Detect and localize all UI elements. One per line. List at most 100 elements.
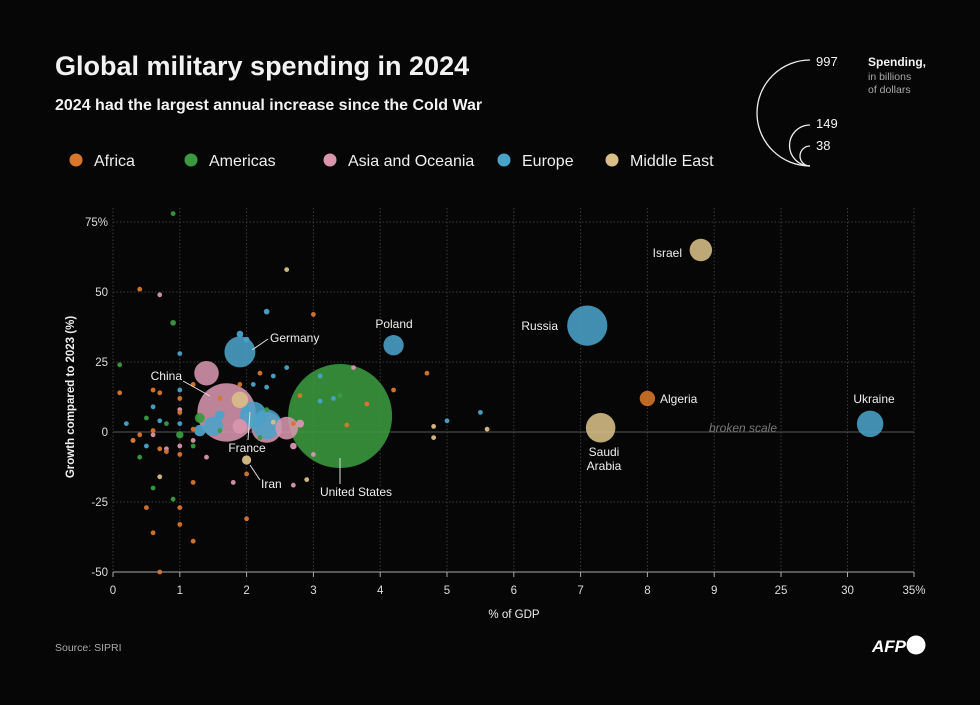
bubble[interactable] — [190, 480, 196, 485]
bubble[interactable] — [244, 471, 250, 477]
bubble[interactable] — [170, 496, 176, 502]
bubble-saudi-arabia[interactable] — [585, 413, 616, 443]
bubble[interactable] — [150, 432, 156, 438]
bubble[interactable] — [204, 454, 209, 460]
bubble[interactable] — [275, 416, 299, 440]
bubble[interactable] — [144, 505, 149, 510]
bubble[interactable] — [157, 292, 163, 298]
bubble[interactable] — [150, 485, 156, 491]
bubble[interactable] — [157, 390, 163, 396]
bubble[interactable] — [150, 404, 156, 410]
bubble[interactable] — [243, 336, 250, 343]
bubble[interactable] — [144, 443, 149, 449]
bubble-algeria[interactable] — [639, 390, 656, 407]
bubble[interactable] — [190, 438, 196, 443]
bubble[interactable] — [230, 480, 236, 485]
bubble[interactable] — [344, 422, 350, 428]
bubble-germany[interactable] — [224, 336, 256, 368]
bubble[interactable] — [297, 393, 303, 398]
bubble[interactable] — [177, 522, 183, 527]
bubble-israel[interactable] — [689, 238, 713, 262]
bubble[interactable] — [177, 387, 183, 393]
bubble[interactable] — [290, 421, 296, 426]
bubble[interactable] — [431, 424, 437, 429]
bubble[interactable] — [117, 362, 123, 368]
bubble[interactable] — [177, 410, 183, 415]
bubble[interactable] — [263, 308, 270, 315]
bubble[interactable] — [237, 382, 243, 387]
bubble[interactable] — [444, 418, 450, 424]
bubble[interactable] — [190, 443, 196, 449]
bubble[interactable] — [194, 360, 219, 386]
bubble[interactable] — [311, 312, 316, 317]
bubble[interactable] — [431, 435, 437, 440]
bubble[interactable] — [351, 365, 356, 370]
bubble[interactable] — [177, 452, 183, 457]
bubble[interactable] — [117, 390, 123, 396]
bubble[interactable] — [284, 267, 290, 272]
bubble[interactable] — [177, 505, 183, 510]
bubble[interactable] — [144, 415, 149, 421]
bubble[interactable] — [364, 401, 370, 407]
bubble[interactable] — [150, 428, 156, 433]
bubble[interactable] — [311, 452, 316, 457]
bubble[interactable] — [157, 474, 163, 480]
bubble[interactable] — [232, 419, 248, 434]
bubble[interactable] — [137, 432, 143, 438]
bubble-russia[interactable] — [567, 305, 608, 346]
bubble-united-states[interactable] — [288, 364, 393, 469]
bubble-ukraine[interactable] — [856, 410, 884, 438]
bubble[interactable] — [231, 391, 249, 409]
bubble[interactable] — [284, 365, 290, 370]
bubble[interactable] — [331, 396, 336, 401]
bubble-iran[interactable] — [241, 455, 252, 465]
bubble[interactable] — [250, 382, 256, 387]
bubble[interactable] — [123, 421, 129, 426]
bubble[interactable] — [270, 373, 276, 379]
bubble[interactable] — [164, 449, 169, 454]
bubble[interactable] — [264, 384, 270, 390]
bubble[interactable] — [270, 419, 276, 425]
bubble[interactable] — [257, 435, 263, 440]
bubble[interactable] — [137, 454, 143, 460]
bubble[interactable] — [177, 351, 183, 356]
bubble[interactable] — [176, 431, 184, 439]
bubble[interactable] — [484, 426, 490, 432]
bubble[interactable] — [177, 421, 183, 426]
bubble[interactable] — [424, 370, 430, 376]
bubble[interactable] — [130, 438, 136, 443]
bubble[interactable] — [190, 426, 196, 432]
bubble-poland[interactable] — [383, 335, 404, 356]
bubble[interactable] — [194, 424, 206, 437]
bubble[interactable] — [264, 407, 270, 412]
bubble[interactable] — [244, 516, 250, 522]
bubble[interactable] — [177, 396, 183, 401]
bubble[interactable] — [157, 418, 163, 424]
bubble[interactable] — [177, 443, 183, 449]
bubble[interactable] — [337, 392, 343, 399]
bubble[interactable] — [170, 319, 176, 326]
bubble[interactable] — [190, 538, 196, 544]
bubble[interactable] — [150, 530, 156, 536]
bubble[interactable] — [164, 421, 169, 426]
bubble[interactable] — [217, 396, 223, 401]
bubble[interactable] — [290, 482, 296, 488]
bubble[interactable] — [317, 373, 323, 379]
bubble[interactable] — [170, 211, 176, 217]
bubble[interactable] — [317, 398, 323, 404]
bubble[interactable] — [290, 442, 297, 450]
bubble[interactable] — [157, 569, 163, 575]
bubble[interactable] — [157, 446, 163, 452]
bubble[interactable] — [296, 419, 305, 428]
bubble[interactable] — [215, 410, 225, 420]
bubble[interactable] — [391, 387, 396, 393]
bubble[interactable] — [304, 477, 310, 482]
bubble[interactable] — [478, 410, 483, 415]
bubble[interactable] — [137, 286, 143, 292]
bubble[interactable] — [150, 387, 156, 393]
bubble[interactable] — [236, 330, 244, 338]
bubble[interactable] — [243, 406, 250, 413]
bubble[interactable] — [257, 370, 263, 376]
bubble[interactable] — [217, 428, 223, 433]
bubble[interactable] — [194, 413, 205, 423]
